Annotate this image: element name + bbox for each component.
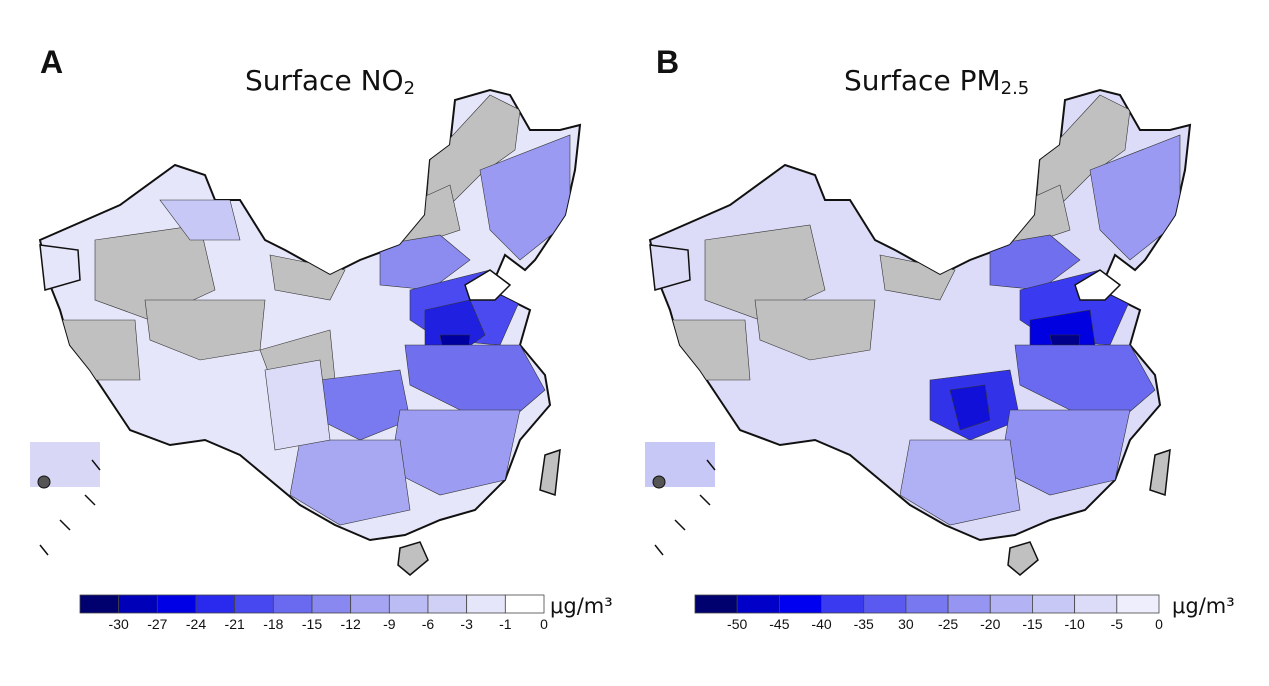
legend-units: μg/m³: [1172, 594, 1235, 618]
legend-tick-label: -18: [263, 616, 284, 632]
legend-tick-label: -10: [1064, 616, 1085, 632]
map-title-main: Surface NO: [245, 64, 404, 97]
panel-letter: B: [656, 44, 680, 80]
legend-swatch: [156, 594, 197, 614]
legend-swatch: [195, 594, 236, 614]
legend-tick-label: -12: [340, 616, 361, 632]
legend-swatch: [311, 594, 352, 614]
legend-tick-label: 0: [540, 616, 548, 632]
legend-swatch: [388, 594, 429, 614]
map-title-sub: 2: [403, 78, 416, 99]
legend-swatch: [504, 594, 545, 614]
panel-letter: A: [40, 44, 64, 80]
panel-pm25: B Surface PM2.5 μg/m³ -50 -45 -40 -35 30 -25-…: [620, 0, 1240, 686]
legend-swatch: [863, 594, 907, 614]
map-title-main: Surface PM: [844, 64, 1001, 97]
legend-swatch: [821, 594, 865, 614]
legend-tick-label: -30: [108, 616, 129, 632]
legend-tick-label: -20: [980, 616, 1001, 632]
legend-tick-label: -21: [224, 616, 245, 632]
map-regions: [645, 88, 1192, 576]
china-map-no2: [30, 88, 582, 614]
legend-swatch: [736, 594, 780, 614]
map-title-sub: 2.5: [1000, 78, 1030, 99]
legend-swatch: [427, 594, 468, 614]
legend-tick-label: -45: [769, 616, 790, 632]
legend-swatch: [947, 594, 991, 614]
map-title: Surface PM2.5: [844, 64, 1029, 99]
legend-tick-label: -24: [185, 616, 207, 632]
legend-swatch: [118, 594, 158, 614]
legend-swatch: [989, 594, 1033, 614]
legend-tick-label: -27: [147, 616, 168, 632]
legend-swatch: [778, 594, 822, 614]
legend-colorbar: [694, 594, 1160, 614]
legend-units: μg/m³: [550, 594, 613, 618]
china-map-pm25: [645, 88, 1192, 614]
legend-colorbar: [79, 594, 545, 614]
legend-swatch: [1116, 594, 1160, 614]
legend-tick-label: -6: [421, 616, 435, 632]
legend-tick-label: -3: [460, 616, 473, 632]
legend-swatch: [1032, 594, 1076, 614]
legend-tick-label: -1: [499, 616, 512, 632]
legend-tick-label: 30: [898, 616, 914, 632]
legend-swatch: [466, 594, 506, 614]
legend-swatch: [79, 594, 120, 614]
legend-tick-label: -25: [937, 616, 959, 632]
legend-swatch: [694, 594, 738, 614]
legend-tick-label: -5: [1110, 616, 1124, 632]
legend-tick-label: -9: [383, 616, 396, 632]
legend-swatch: [234, 594, 274, 614]
legend-swatch: [1074, 594, 1118, 614]
legend-tick-label: -35: [853, 616, 874, 632]
map-title: Surface NO2: [245, 64, 415, 99]
legend-tick-label: -15: [301, 616, 323, 632]
legend-tick-label: -50: [727, 616, 748, 632]
legend-swatch: [350, 594, 390, 614]
legend-swatch: [272, 594, 313, 614]
legend-swatch: [905, 594, 949, 614]
legend-tick-label: -15: [1022, 616, 1043, 632]
panel-no2: A Surface NO2 μg/m³ -30 -27 -24 -21 -18 -15 -1…: [0, 0, 620, 686]
legend-tick-label: 0: [1155, 616, 1163, 632]
legend-tick-label: -40: [811, 616, 832, 632]
map-regions: [30, 88, 582, 576]
